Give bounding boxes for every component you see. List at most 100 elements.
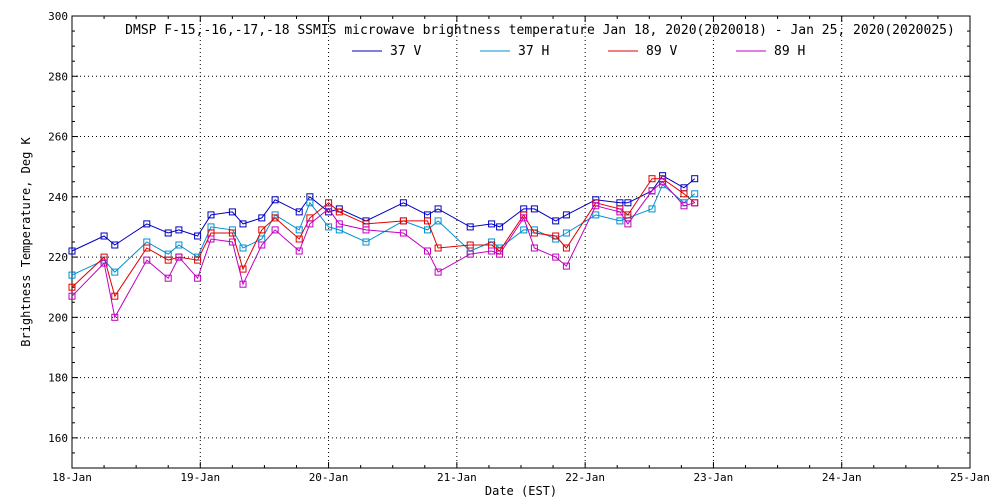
data-point-89-h — [424, 247, 431, 255]
data-point-37-h — [691, 190, 699, 198]
x-tick-label: 23-Jan — [694, 471, 734, 484]
series-line-37-v — [71, 175, 696, 252]
data-point-89-v — [648, 175, 656, 183]
y-tick-label: 240 — [48, 191, 68, 204]
data-point-89-v — [624, 211, 632, 219]
legend-label-89-v: 89 V — [646, 44, 677, 59]
data-point-89-v — [194, 256, 202, 264]
series-line-89-h — [71, 181, 695, 319]
data-point-37-h — [362, 238, 370, 246]
x-tick-label: 25-Jan — [950, 471, 990, 484]
data-point-37-h — [239, 244, 247, 252]
data-point-37-h — [616, 217, 624, 225]
data-point-89-h — [659, 178, 667, 186]
data-point-89-v — [239, 265, 247, 273]
data-point-37-h — [325, 223, 333, 231]
chart-title: DMSP F-15,-16,-17,-18 SSMIS microwave br… — [125, 23, 955, 38]
data-point-89-v — [562, 244, 570, 252]
y-axis-label: Brightness Temperature, Deg K — [19, 136, 33, 346]
data-point-89-h — [488, 247, 496, 255]
data-point-89-h — [100, 259, 108, 267]
data-point-37-v — [488, 220, 496, 228]
data-point-89-h — [592, 202, 600, 210]
data-point-89-h — [68, 292, 76, 300]
data-point-37-v — [530, 205, 538, 213]
data-point-89-v — [680, 190, 688, 198]
data-point-37-v — [68, 247, 76, 255]
data-point-89-h — [496, 250, 504, 258]
data-point-89-h — [295, 247, 303, 255]
data-point-37-h — [434, 217, 442, 225]
data-point-37-v — [194, 232, 202, 240]
data-point-37-v — [100, 232, 108, 240]
data-point-37-h — [520, 226, 528, 234]
x-tick-label: 20-Jan — [309, 471, 349, 484]
y-tick-label: 260 — [48, 131, 68, 144]
data-point-89-h — [164, 274, 172, 282]
data-point-89-h — [530, 244, 538, 252]
data-point-89-h — [616, 208, 624, 216]
data-point-89-h — [111, 313, 119, 321]
grid-lines — [72, 16, 970, 468]
y-tick-label: 160 — [48, 432, 68, 445]
data-point-89-v — [552, 232, 560, 240]
data-point-37-v — [466, 223, 474, 231]
x-tick-label: 19-Jan — [180, 471, 220, 484]
data-point-37-v — [399, 199, 407, 207]
data-point-89-h — [207, 235, 215, 243]
data-point-89-h — [175, 253, 183, 261]
y-tick-label: 280 — [48, 70, 68, 83]
data-point-89-h — [143, 256, 151, 264]
data-point-89-v — [68, 283, 76, 291]
data-point-37-h — [295, 226, 303, 234]
data-point-89-v — [466, 241, 474, 249]
data-point-89-v — [424, 217, 431, 225]
data-point-89-h — [680, 202, 688, 210]
data-point-89-h — [624, 220, 632, 228]
data-point-37-h — [648, 205, 656, 213]
x-tick-label: 21-Jan — [437, 471, 477, 484]
data-point-89-h — [335, 220, 343, 228]
data-point-89-v — [228, 229, 236, 237]
data-point-37-v — [258, 214, 266, 222]
data-point-89-h — [691, 199, 699, 207]
x-axis-label: Date (EST) — [485, 484, 557, 498]
data-point-89-h — [562, 262, 570, 270]
data-point-89-v — [399, 217, 407, 225]
data-point-37-v — [164, 229, 172, 237]
data-point-37-v — [271, 196, 279, 204]
series-89-h — [68, 178, 699, 321]
series-line-89-v — [71, 178, 696, 298]
data-point-89-v — [164, 256, 172, 264]
data-point-89-h — [466, 250, 474, 258]
data-point-89-v — [258, 226, 266, 234]
data-point-37-v — [552, 217, 560, 225]
data-point-89-h — [194, 274, 202, 282]
data-point-89-h — [552, 253, 560, 261]
data-point-37-v — [207, 211, 215, 219]
data-point-37-v — [239, 220, 247, 228]
data-point-37-v — [496, 223, 504, 231]
y-tick-label: 180 — [48, 372, 68, 385]
data-point-89-v — [271, 214, 279, 222]
y-tick-label: 300 — [48, 10, 68, 23]
data-point-89-h — [325, 205, 333, 213]
data-point-89-v — [143, 244, 151, 252]
data-point-89-h — [271, 226, 279, 234]
data-point-37-v — [143, 220, 151, 228]
data-point-89-h — [648, 187, 656, 195]
data-point-37-v — [175, 226, 183, 234]
data-point-89-h — [362, 226, 370, 234]
data-point-37-v — [228, 208, 236, 216]
data-point-37-v — [691, 175, 699, 183]
legend-label-89-h: 89 H — [774, 44, 805, 59]
y-tick-label: 220 — [48, 251, 68, 264]
data-point-37-h — [562, 229, 570, 237]
data-point-89-v — [530, 229, 538, 237]
data-point-37-v — [624, 199, 632, 207]
data-point-89-h — [306, 220, 314, 228]
data-point-37-v — [434, 205, 442, 213]
legend-label-37-h: 37 H — [518, 44, 549, 59]
y-tick-label: 200 — [48, 311, 68, 324]
